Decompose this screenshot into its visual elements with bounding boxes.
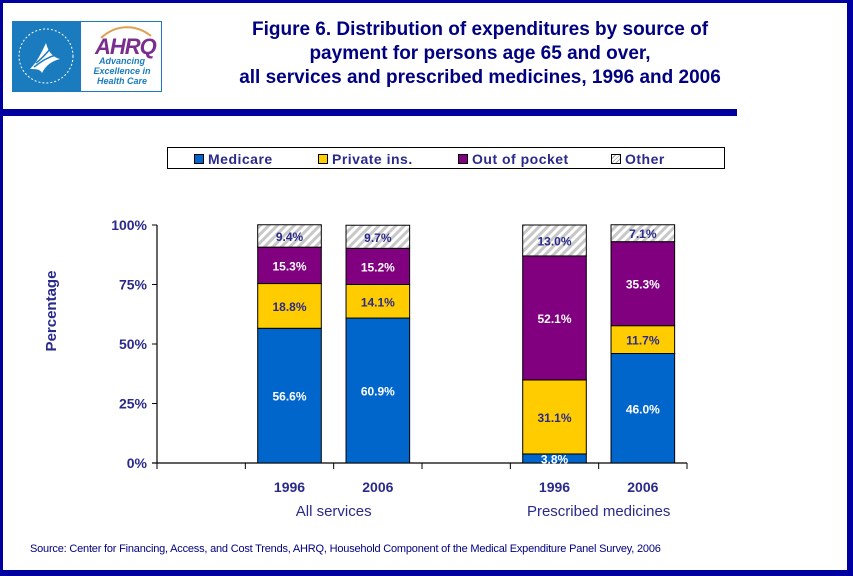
bar-segment-private (522, 379, 587, 455)
data-label: 7.1% (629, 227, 657, 241)
header-divider (3, 109, 737, 116)
source-note: Source: Center for Financing, Access, an… (30, 543, 661, 555)
data-label: 18.8% (272, 300, 306, 314)
legend-label: Other (625, 151, 665, 167)
y-tick-label: 75% (119, 277, 148, 293)
medicare-swatch-icon (194, 154, 204, 164)
y-tick-label: 50% (119, 336, 148, 352)
bar-segment-private (345, 284, 411, 319)
data-label: 46.0% (626, 402, 660, 416)
data-label: 35.3% (626, 278, 660, 292)
data-label: 60.9% (361, 385, 395, 399)
x-tick-label: 2006 (362, 479, 393, 495)
bar-segment-out-of-pocket (522, 255, 587, 381)
hhs-seal (12, 21, 80, 92)
bar-segment-out-of-pocket (610, 241, 676, 327)
ahrq-logo: AHRQ Advancing Excellence in Health Care (12, 21, 162, 92)
arc-icon (100, 26, 152, 39)
ahrq-brand: AHRQ (95, 34, 157, 59)
data-label: 31.1% (537, 411, 571, 425)
chart-title: Figure 6. Distribution of expenditures b… (239, 19, 721, 88)
y-tick-label: 100% (111, 217, 147, 233)
legend-item-other: Other (611, 151, 665, 167)
figure-frame (3, 3, 847, 570)
x-tick-label: 1996 (539, 479, 570, 495)
legend-label: Private ins. (332, 151, 413, 167)
other-hatched-swatch-icon (611, 154, 621, 164)
ahrq-tagline: Advancing Excellence in Health Care (93, 56, 151, 86)
y-tick-label: 0% (127, 455, 148, 471)
data-label: 14.1% (361, 295, 395, 309)
data-label: 52.1% (537, 312, 571, 326)
y-axis-label: Percentage (43, 271, 60, 352)
x-tick-label: 2006 (627, 479, 658, 495)
eagle-icon (18, 28, 74, 84)
bar-segment-medicare (345, 317, 411, 464)
bar-segment-medicare (610, 353, 676, 464)
bar-segment-other (610, 224, 676, 243)
data-label: 11.7% (626, 334, 660, 348)
out-of-pocket-swatch-icon (458, 154, 468, 164)
bar-segment-other (522, 224, 587, 257)
bar-segment-other (257, 224, 322, 248)
legend-item-medicare: Medicare (194, 151, 273, 167)
x-tick-label: 1996 (274, 479, 305, 495)
group-label: All services (296, 503, 372, 520)
data-label: 13.0% (537, 234, 571, 248)
bar-segment-out-of-pocket (345, 247, 411, 286)
bar-segment-other (345, 224, 411, 249)
legend-item-out-of-pocket: Out of pocket (458, 151, 569, 167)
x-axis-labels: 1996 2006 All services 1996 2006 Prescribed m… (274, 479, 670, 520)
group-label: Prescribed medicines (527, 503, 670, 520)
data-label: 9.7% (364, 231, 392, 245)
ahrq-wordmark: AHRQ Advancing Excellence in Health Care (80, 21, 162, 92)
data-label: 15.2% (361, 260, 395, 274)
data-label: 9.4% (276, 230, 304, 244)
data-label: 15.3% (272, 259, 306, 273)
legend-label: Medicare (208, 151, 273, 167)
bar-segment-medicare (257, 327, 322, 464)
legend: Medicare Private ins. Out of pocket Othe… (167, 147, 725, 169)
bar-segment-private (610, 325, 676, 355)
private-swatch-icon (318, 154, 328, 164)
axes: 0% 25% 50% 75% 100% (111, 217, 688, 471)
y-tick-label: 25% (119, 396, 148, 412)
data-label: 56.6% (272, 390, 306, 404)
bar-segment-private (257, 283, 322, 329)
bar-segment-out-of-pocket (257, 246, 322, 285)
data-label: 3.8% (541, 452, 569, 466)
legend-label: Out of pocket (472, 151, 569, 167)
bars: 56.6% 18.8% 15.3% 9.4% 60.9% 14.1% 15.2% 9.7% 3.… (257, 224, 676, 466)
legend-item-private: Private ins. (318, 151, 413, 167)
